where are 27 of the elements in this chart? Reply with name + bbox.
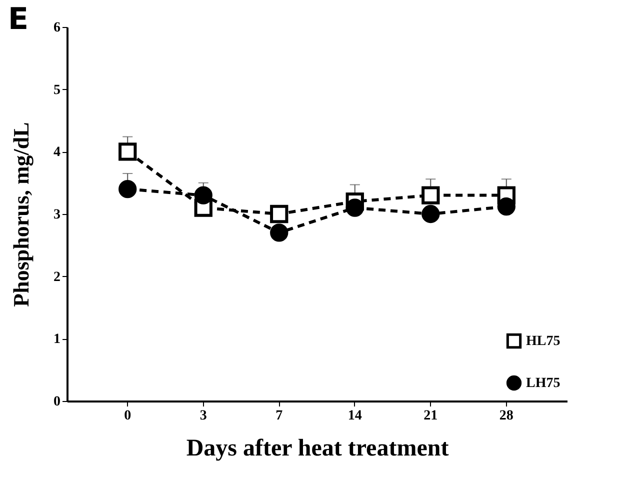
legend-label: LH75 <box>526 376 560 391</box>
x-tick-label: 14 <box>348 408 362 424</box>
point <box>118 142 137 161</box>
x-tick-label: 3 <box>200 408 207 424</box>
y-tick-label: 3 <box>54 208 60 222</box>
x-tick-label: 21 <box>424 408 438 424</box>
point <box>270 224 288 242</box>
y-tick-label: 2 <box>54 270 60 285</box>
x-tick-label: 28 <box>499 408 514 424</box>
text: E <box>8 2 28 37</box>
y-tick-label: 0 <box>54 394 60 410</box>
legend-label: HL75 <box>526 334 560 349</box>
point <box>422 204 440 224</box>
y-tick-label: 5 <box>54 82 60 98</box>
point <box>422 186 440 204</box>
y-tick-label: 1 <box>54 332 60 348</box>
point <box>118 180 137 198</box>
y-axis-title: Phosphorus, mg/dL <box>8 122 34 307</box>
point <box>346 198 364 217</box>
y-tick-label: 6 <box>54 20 60 36</box>
point <box>270 204 288 224</box>
x-tick-label: 7 <box>276 408 283 424</box>
y-tick-label: 4 <box>54 145 60 160</box>
x-tick-label: 0 <box>124 408 132 424</box>
x-axis-title: Days after heat treatment <box>186 436 449 462</box>
point <box>194 186 212 204</box>
point <box>497 197 516 216</box>
